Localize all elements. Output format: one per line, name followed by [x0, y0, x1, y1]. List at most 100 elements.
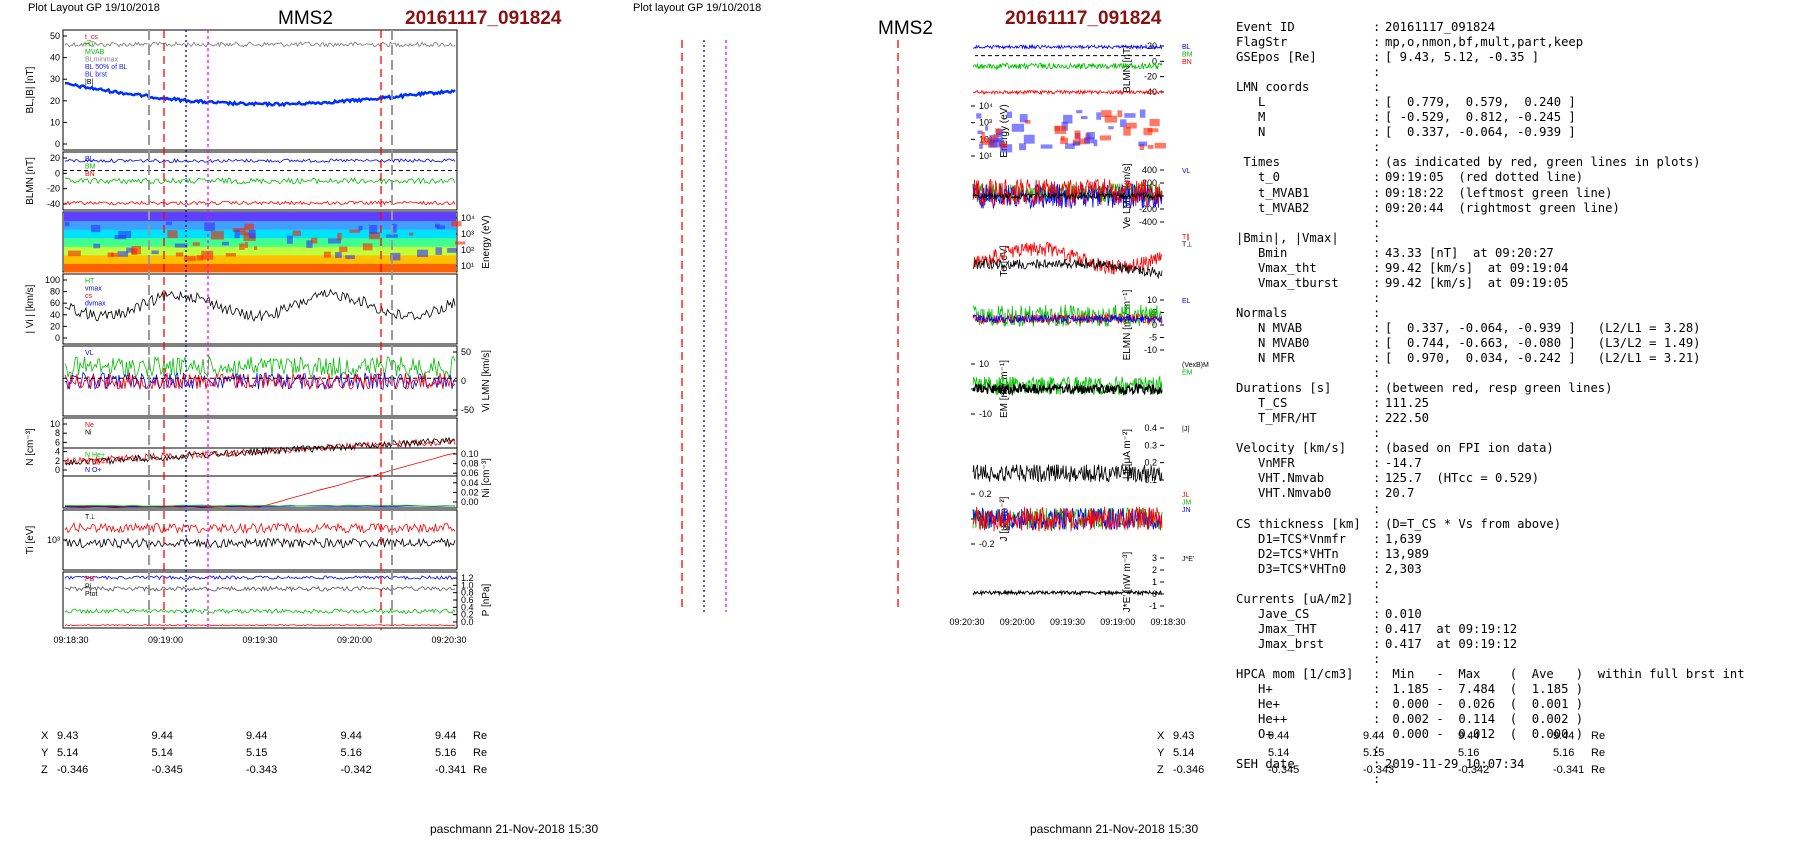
spectrogram-patch	[110, 252, 118, 257]
y-tick-label: 0	[55, 333, 60, 343]
summary-row: SEH date:2019-11-29 10:07:34	[1236, 757, 1796, 772]
event-summary-panel: Event ID:20161117_091824 FlagStr: mp,o,nmo…	[1236, 20, 1796, 787]
series-line	[65, 505, 456, 507]
summary-colon: :	[1373, 486, 1381, 501]
spectrogram-band	[64, 220, 456, 230]
y-tick-label: -0.2	[979, 539, 995, 549]
y-tick-label: 0	[1152, 589, 1157, 599]
summary-colon: :	[1373, 80, 1381, 95]
y-tick-label: 10⁴	[461, 213, 475, 223]
spectrogram-patch	[985, 125, 989, 131]
summary-value: 0.000 - 0.026 ( 0.001 )	[1385, 697, 1584, 712]
y-tick-label: 30	[50, 74, 60, 84]
summary-row: CS thickness [km]: (D=T_CS * Vs from abov…	[1236, 517, 1796, 532]
legend-entry: t_cs	[85, 34, 98, 41]
summary-value: (D=T_CS * Vs from above)	[1385, 516, 1562, 531]
summary-row: Jmax_brst:0.417 at 09:19:12	[1236, 637, 1796, 652]
spectrogram-band	[64, 246, 456, 256]
y-tick-label: 8	[55, 428, 60, 438]
y-tick-label: 0.04	[461, 478, 479, 488]
spectrogram-patch	[1086, 132, 1095, 140]
summary-row: Currents [uA/m2]:	[1236, 592, 1796, 607]
summary-value: 99.42 [km/s] at 09:19:05	[1385, 275, 1569, 290]
spectrogram-patch	[436, 225, 446, 230]
spectrogram-patch	[1093, 139, 1098, 147]
spectrogram-patch	[995, 137, 1003, 142]
summary-key: T_CS	[1236, 396, 1288, 411]
position-row-label: X	[1157, 730, 1165, 742]
spectrogram-patch	[345, 255, 355, 259]
y-tick-label: -10	[1144, 345, 1157, 355]
legend-entry: Ni	[85, 430, 92, 437]
summary-value: mp,o,nmon,bf,mult,part,keep	[1385, 35, 1584, 50]
y-tick-label: -1	[1149, 601, 1157, 611]
y-tick-label: 0.4	[1144, 423, 1157, 433]
y-tick-label: 0	[1152, 56, 1157, 66]
spectrogram-patch	[1084, 137, 1095, 144]
summary-colon: :	[1373, 351, 1381, 366]
summary-value: [ 0.337, -0.064, -0.939 ]	[1385, 125, 1576, 140]
panel-frame	[62, 447, 458, 509]
legend-entry: Pi	[85, 584, 92, 591]
y-tick-label: 2	[55, 456, 60, 466]
spectrogram-patch	[286, 235, 293, 244]
y-tick-label: 10	[50, 117, 60, 127]
y-tick-label: 0.2	[1144, 458, 1157, 468]
legend-entry: Ne	[85, 422, 94, 429]
spectrogram-patch	[362, 243, 373, 251]
summary-colon: :	[1373, 667, 1381, 682]
panel-b-mag: 50 40 30 20 10 0 BL,|B| [nT] t_csHTMVABBLminmax…	[25, 29, 458, 151]
summary-value: (as indicated by red, green lines in plo…	[1385, 155, 1701, 170]
summary-colon: :	[1373, 546, 1381, 561]
summary-key: H+	[1236, 682, 1273, 697]
summary-colon: :	[1373, 531, 1381, 546]
summary-colon: :	[1373, 742, 1381, 757]
position-unit: Re	[473, 747, 488, 759]
y-tick-label: 200	[1142, 178, 1157, 188]
y-tick-label: 10¹	[461, 261, 474, 271]
spectrogram-patch	[369, 224, 378, 234]
spectrogram-patch	[1000, 144, 1013, 153]
summary-value: 13,989	[1385, 546, 1430, 561]
spectrogram-patch	[126, 247, 134, 253]
spectrogram-patch	[221, 241, 229, 246]
summary-value: [ -0.529, 0.812, -0.245 ]	[1385, 110, 1576, 125]
summary-row: Event ID:20161117_091824	[1236, 20, 1796, 35]
y-tick-label: 10¹	[979, 151, 992, 161]
summary-colon: :	[1373, 140, 1381, 155]
y-tick-label: 20	[50, 153, 60, 163]
summary-key: M	[1236, 110, 1266, 125]
spectrogram-patch	[1023, 134, 1035, 144]
summary-row: |Bmin|, |Vmax|:	[1236, 231, 1796, 246]
summary-colon: :	[1373, 305, 1381, 320]
summary-value: 2,303	[1385, 561, 1422, 576]
y-tick-label: 2	[1152, 565, 1157, 575]
y-tick-label: 0	[461, 376, 466, 386]
spectrogram-patch	[1126, 122, 1137, 129]
series-line	[972, 589, 1163, 597]
y-tick-label: 40	[50, 310, 60, 320]
summary-key: T_MFR/HT	[1236, 411, 1317, 426]
summary-colon: :	[1373, 606, 1381, 621]
y-tick-label: 20	[50, 96, 60, 106]
spectrogram-patch	[1096, 112, 1102, 120]
legend-entry: BM	[85, 164, 96, 171]
y-tick-label: 0.00	[461, 497, 479, 507]
summary-row: t_MVAB2:09:20:44 (rightmost green line)	[1236, 201, 1796, 216]
spectrogram-patch	[1139, 109, 1146, 118]
y-tick-label: 100	[45, 275, 60, 285]
position-row-label: X	[41, 730, 49, 742]
summary-key: t_MVAB1	[1236, 185, 1310, 200]
spectrogram-patch	[996, 132, 1003, 138]
summary-colon: :	[1373, 411, 1381, 426]
position-value: 5.14	[57, 747, 79, 759]
middle-footer: paschmann 21-Nov-2018 15:30	[1030, 822, 1199, 836]
y-axis-label: |J| [μA m⁻²]	[1122, 429, 1133, 479]
summary-value: -14.7	[1385, 456, 1422, 471]
spectrogram-patch	[447, 247, 458, 253]
y-tick-label: -50	[461, 405, 474, 415]
spectrogram-patch	[306, 240, 313, 249]
